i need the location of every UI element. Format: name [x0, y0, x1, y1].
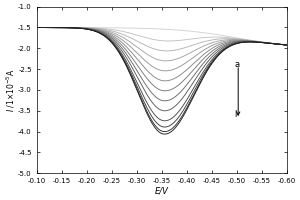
- Text: l: l: [234, 110, 237, 119]
- Y-axis label: $I$ /1×10$^{-5}$A: $I$ /1×10$^{-5}$A: [4, 68, 16, 112]
- Text: a: a: [234, 60, 239, 69]
- X-axis label: E/V: E/V: [155, 187, 169, 196]
